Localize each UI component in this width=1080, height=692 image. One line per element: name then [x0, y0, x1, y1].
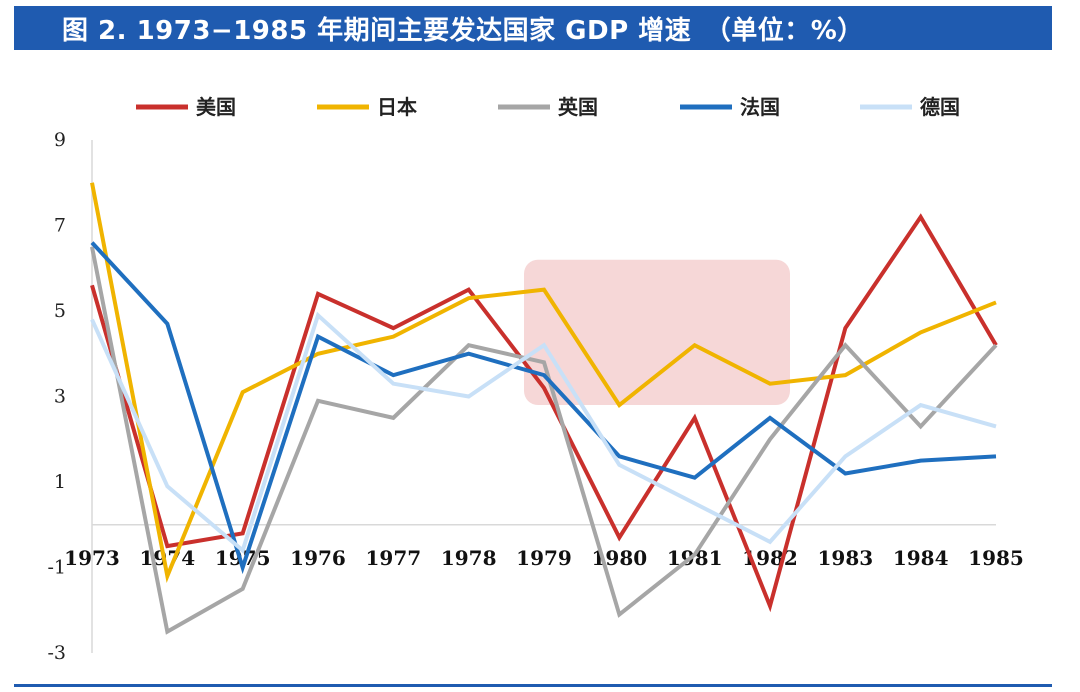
- series-line-英国: [90, 246, 998, 635]
- chart-title-bar: 图 2. 1973−1985 年期间主要发达国家 GDP 增速 （单位：%）: [14, 6, 1052, 50]
- highlight-layer: [524, 259, 790, 406]
- series-line-德国: [90, 311, 997, 554]
- y-tick-label: 5: [54, 300, 66, 322]
- legend-label: 日本: [377, 95, 417, 119]
- series-line-法国: [90, 241, 997, 575]
- y-tick-label: 9: [54, 129, 66, 151]
- x-tick-label: 1976: [290, 546, 346, 570]
- series-layer: [90, 182, 998, 635]
- x-tick-label: 1979: [516, 546, 572, 570]
- chart-title: 图 2. 1973−1985 年期间主要发达国家 GDP 增速 （单位：%）: [62, 15, 864, 46]
- x-tick-label: 1973: [64, 546, 120, 570]
- x-tick-label: 1983: [817, 546, 873, 570]
- y-tick-label: 3: [54, 386, 66, 408]
- series-line-日本: [90, 182, 997, 584]
- x-tick-label: 1981: [667, 546, 723, 570]
- y-tick-label: 7: [54, 215, 66, 237]
- x-tick-label: 1978: [441, 546, 497, 570]
- legend-label: 德国: [920, 95, 960, 119]
- y-tick-label: -1: [47, 557, 66, 579]
- y-tick-label: -3: [47, 642, 66, 664]
- series-line-美国: [90, 213, 998, 613]
- x-tick-label: 1985: [968, 546, 1024, 570]
- x-tick-label: 1984: [893, 546, 949, 570]
- legend-label: 法国: [740, 95, 780, 119]
- bottom-divider: [14, 684, 1052, 687]
- y-tick-label: 1: [54, 471, 66, 493]
- x-tick-label: 1977: [365, 546, 421, 570]
- legend-label: 英国: [558, 95, 598, 119]
- legend-label: 美国: [196, 95, 236, 119]
- highlight-box: [524, 259, 790, 406]
- legend: 美国 日本 英国 法国 德国: [136, 95, 960, 119]
